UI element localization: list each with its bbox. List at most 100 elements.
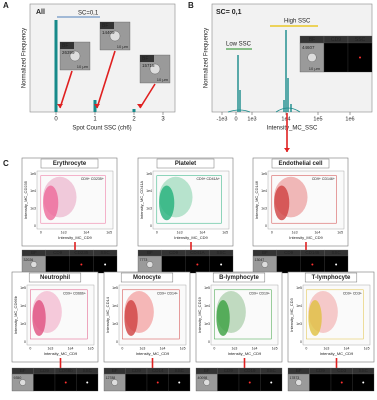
y-axis-label: Intensity_MC_CD14 [105, 296, 110, 333]
event-cloud [308, 300, 322, 336]
fluor-spot [178, 381, 181, 384]
fluor-spot [270, 381, 273, 384]
channel-label: SSC [359, 368, 369, 373]
arrow-head [94, 104, 100, 108]
x-axis-label: Spot Count SSC (ch6) [72, 126, 131, 132]
fluor-spot [340, 381, 343, 384]
x-tick-label: 1e5 [337, 230, 343, 234]
x-tick-label: 1e5 [222, 230, 228, 234]
panel-label: A [3, 1, 9, 10]
cell-title-box [271, 158, 330, 169]
y-axis-label: Normalized Frequency [22, 28, 28, 88]
y-tick-label: 1e4 [146, 189, 152, 193]
x-tick-label: -1e3 [216, 116, 227, 122]
event-cloud [124, 300, 138, 336]
image-tile [45, 255, 70, 274]
y-tick-label: 1e5 [112, 286, 118, 290]
x-tick-label: 1e4 [314, 230, 320, 234]
fluor-spot [156, 381, 159, 384]
scale-bar: 10 μm [117, 44, 129, 49]
panel-label: B [188, 1, 194, 10]
x-tick-label: 2 [132, 117, 136, 123]
y-tick-label: 1e5 [20, 286, 26, 290]
x-tick-label: 1e5 [313, 116, 322, 122]
fluor-spot [359, 56, 361, 59]
image-tile [323, 42, 349, 73]
gate [214, 289, 272, 340]
channel-label: SSC [216, 250, 226, 255]
y-tick-label: 1e3 [204, 322, 210, 326]
cell-image [30, 261, 38, 268]
cell-image [203, 379, 211, 386]
y-tick-label: 1e4 [30, 189, 36, 193]
fluor-spot [335, 263, 338, 266]
plot-title: All [36, 9, 45, 16]
y-tick-label: 0 [116, 340, 118, 344]
gate-label: CD9+ CD235+ [81, 177, 104, 181]
channel-label: CD19 [244, 368, 256, 373]
y-tick-label: 1e5 [30, 172, 36, 176]
y-tick-label: 1e4 [20, 304, 26, 308]
y-tick-label: 0 [150, 224, 152, 228]
gate-label: CD9+ CD19+ [249, 291, 270, 295]
arrow [96, 50, 116, 109]
event-cloud [159, 185, 175, 221]
scale-bar: 10 μm [309, 66, 321, 71]
image-id: 26399 [62, 50, 75, 55]
channel-label: SSC [331, 250, 341, 255]
fluor-spot [248, 381, 251, 384]
channel-label: CD9 [132, 368, 141, 373]
x-tick-label: 1e4 [83, 230, 89, 234]
y-tick-label: 1e3 [30, 207, 36, 211]
cell-image [19, 379, 27, 386]
gate [156, 175, 222, 224]
y-tick-label: 0 [300, 340, 302, 344]
x-tick-label: 0 [54, 117, 58, 123]
image-id: 13047 [255, 258, 265, 262]
channel-label: CD9 [224, 368, 233, 373]
x-tick-label: 1e3 [292, 230, 298, 234]
x-tick-label: 1e4 [281, 116, 290, 122]
x-tick-label: 1e5 [106, 230, 112, 234]
cell-title: Platelet [175, 161, 196, 167]
cell-title-box [40, 158, 99, 169]
channel-label: BF [147, 250, 153, 255]
x-tick-label: 0 [271, 230, 273, 234]
channel-label: SSC [267, 368, 277, 373]
arrow-head [137, 104, 143, 108]
image-tile [217, 373, 240, 392]
cell-title: Neutrophil [40, 275, 70, 281]
channel-label: CD9 [40, 368, 49, 373]
x-tick-label: 0 [121, 346, 123, 350]
channel-label: SSC [175, 368, 185, 373]
cell-image [295, 379, 303, 386]
fluor-spot [104, 263, 107, 266]
channel-bar [100, 22, 114, 29]
x-tick-label: 0 [234, 116, 237, 122]
channel-label: BF [262, 250, 268, 255]
x-axis-label: Intensity_MC_CD9 [289, 235, 323, 240]
fluor-spot [196, 263, 199, 266]
channel-label: CD9 [169, 250, 178, 255]
fluor-spot [64, 381, 67, 384]
x-tick-label: 1e3 [232, 346, 238, 350]
x-tick-label: 0 [156, 230, 158, 234]
event-cloud [32, 300, 46, 336]
gate-label: CD9+ CD3+ [343, 291, 362, 295]
fluor-spot [311, 263, 314, 266]
y-tick-label: 1e4 [204, 304, 210, 308]
scale-bar: 10 μm [77, 64, 89, 69]
gate-label: CD9+ CD66b+ [63, 291, 86, 295]
y-tick-label: 1e3 [261, 207, 267, 211]
channel-label: SSC [100, 250, 110, 255]
y-tick-label: 1e5 [261, 172, 267, 176]
channel-label: SSC [355, 37, 366, 43]
y-axis-label: Intensity_MC_CD146 [254, 180, 259, 219]
channel-bar [140, 55, 154, 62]
gate-label: CD9+ CD41A+ [197, 177, 220, 181]
y-tick-label: 0 [265, 224, 267, 228]
channel-label: CD146 [305, 250, 320, 255]
fluor-spot [220, 263, 223, 266]
x-tick-label: 0 [305, 346, 307, 350]
